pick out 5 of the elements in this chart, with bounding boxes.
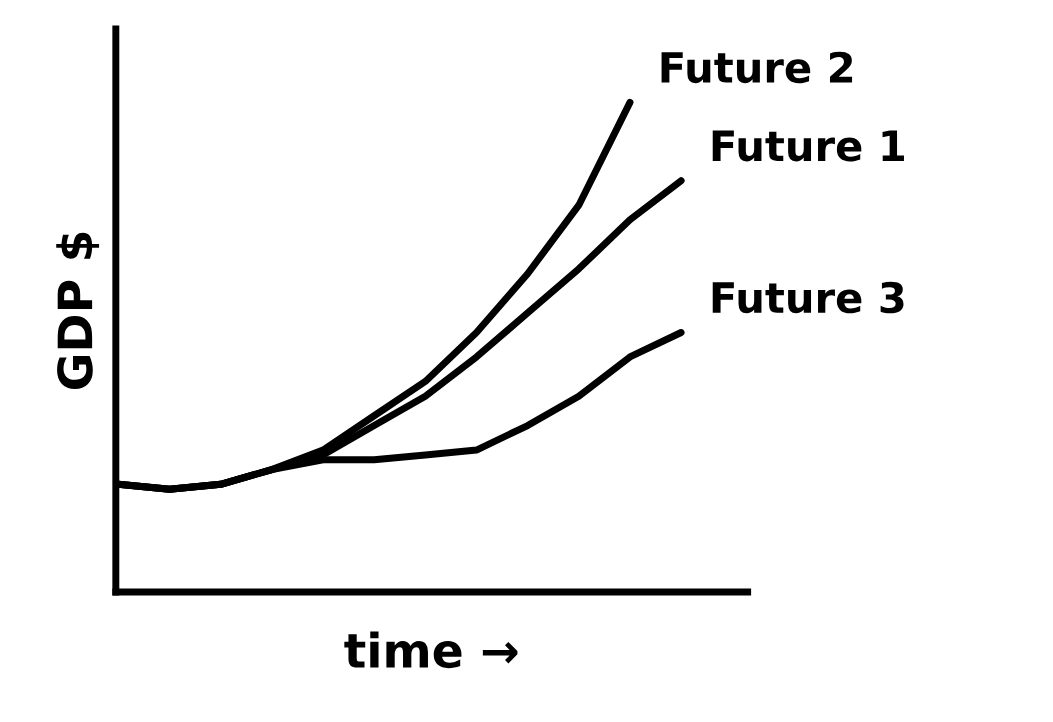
x-axis-title: time → xyxy=(344,631,518,669)
series-label: Future 2 xyxy=(661,51,853,84)
y-axis-title: GDP $ xyxy=(56,232,100,390)
series-label: Future 1 xyxy=(712,130,904,162)
series-label: Future 3 xyxy=(712,281,904,314)
